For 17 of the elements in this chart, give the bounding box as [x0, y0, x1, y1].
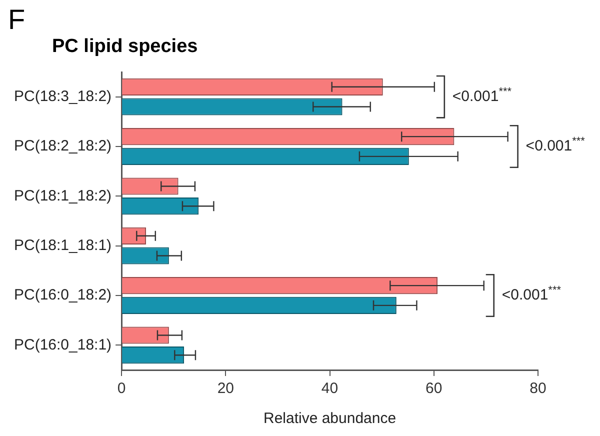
- x-tick-label: 80: [530, 380, 546, 398]
- x-tick-label: 60: [426, 380, 442, 398]
- x-tick-label: 0: [117, 380, 126, 398]
- chart-title: PC lipid species: [52, 36, 198, 58]
- annotation: <0.001***: [502, 284, 562, 304]
- y-tick-label: PC(18:2_18:2): [14, 138, 112, 155]
- x-axis-title: Relative abundance: [263, 410, 396, 428]
- y-tick-label: PC(16:0_18:2): [14, 286, 112, 304]
- y-tick-label: PC(16:0_18:1): [14, 336, 112, 354]
- y-tick-label: PC(18:1_18:2): [14, 187, 112, 204]
- annotation: <0.001***: [452, 86, 512, 105]
- x-tick-label: 20: [217, 380, 234, 398]
- text: F: [8, 4, 26, 36]
- y-tick-label: PC(18:1_18:1): [14, 236, 112, 254]
- y-tick-label: PC(18:3_18:2): [14, 88, 112, 105]
- annotation: <0.001***: [526, 136, 586, 155]
- x-tick-label: 40: [321, 380, 338, 398]
